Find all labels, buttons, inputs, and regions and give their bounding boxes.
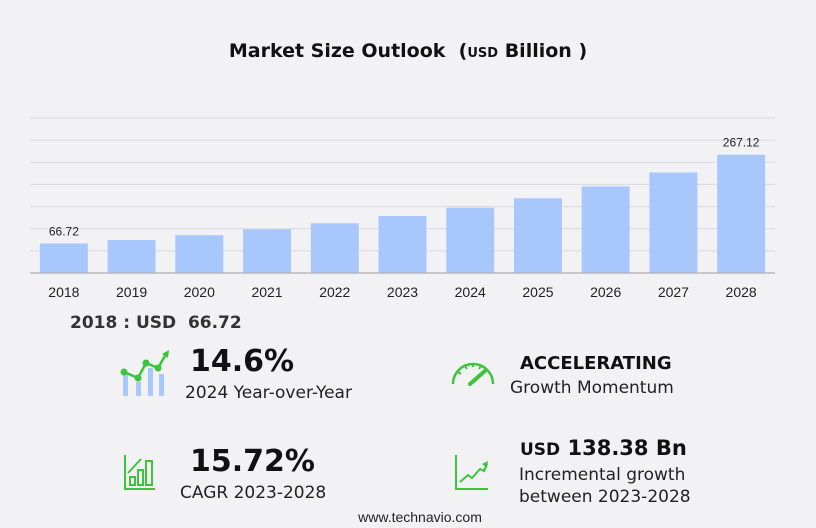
bar-2028 — [717, 154, 766, 273]
speedometer-icon — [451, 362, 495, 386]
yoy-value: 14.6% — [190, 344, 295, 379]
yoy-label: 2024 Year-over-Year — [185, 383, 352, 403]
data-label: 66.72 — [49, 224, 79, 238]
x-tick-label: 2021 — [251, 284, 282, 300]
bar-chart: 2018 66.72 2019 2020 2021 2022 2023 2024 2025 202… — [30, 117, 775, 300]
x-tick-label: 2019 — [116, 284, 147, 300]
bar-2022 — [310, 223, 359, 273]
title-text: Market Size Outlook — [228, 40, 446, 62]
chart-title: Market Size Outlook (USD Billion ) — [0, 40, 816, 62]
bar-2018 — [39, 243, 88, 273]
x-tick-label: 2020 — [184, 284, 215, 300]
bar-2026 — [581, 186, 630, 273]
bar-2025 — [513, 198, 562, 273]
title-unit: Billion — [504, 40, 572, 62]
x-tick-label: 2026 — [590, 284, 621, 300]
incremental-value: USD 138.38 Bn — [520, 436, 687, 460]
incremental-label-2: between 2023-2028 — [519, 487, 691, 507]
x-tick-label: 2027 — [658, 284, 689, 300]
data-label: 267.12 — [723, 136, 760, 150]
bar-2027 — [649, 172, 698, 273]
x-tick-label: 2018 — [48, 284, 79, 300]
incremental-label-1: Incremental growth — [519, 465, 686, 485]
x-tick-label: 2024 — [455, 284, 486, 300]
growth-chart-icon — [120, 350, 169, 396]
bar-2024 — [446, 207, 495, 273]
bar-growth-icon — [124, 455, 155, 490]
momentum-label: Growth Momentum — [510, 378, 674, 398]
bar-2020 — [175, 235, 224, 273]
x-tick-label: 2022 — [319, 284, 350, 300]
cagr-label: CAGR 2023-2028 — [180, 483, 327, 503]
x-tick-label: 2025 — [522, 284, 553, 300]
bar-2019 — [107, 240, 156, 273]
bar-2021 — [243, 229, 292, 273]
incremental-amount: 138.38 Bn — [567, 436, 687, 460]
paren: ( — [458, 40, 468, 62]
bar-2023 — [378, 215, 427, 273]
paren: ) — [578, 40, 588, 62]
momentum-value: ACCELERATING — [520, 353, 672, 374]
trend-line-icon — [455, 455, 488, 490]
x-tick-label: 2028 — [726, 284, 757, 300]
footer-url: www.technavio.com — [358, 509, 482, 525]
cagr-value: 15.72% — [190, 444, 315, 479]
base-year-value: 2018 : USD 66.72 — [70, 313, 242, 333]
x-tick-label: 2023 — [387, 284, 418, 300]
incremental-prefix: USD — [520, 440, 561, 460]
title-unit-prefix: USD — [467, 46, 499, 61]
